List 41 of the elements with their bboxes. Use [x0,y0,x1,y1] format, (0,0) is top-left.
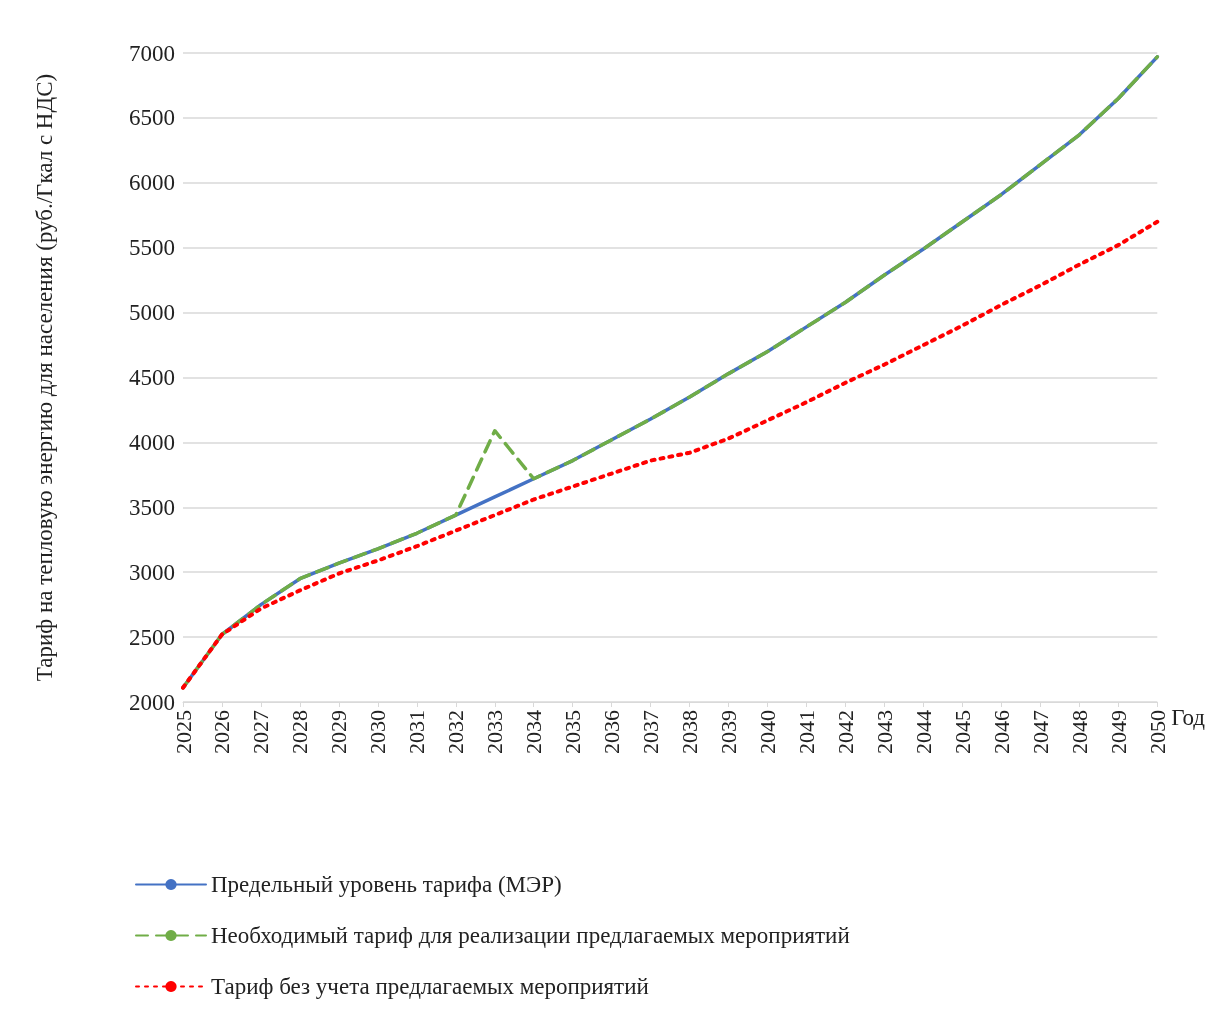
y-tick-label: 4500 [129,365,175,390]
x-tick-label: 2044 [910,710,936,754]
x-tick-label: 2037 [638,710,664,754]
x-tick-label: 2026 [209,710,235,754]
y-axis-title: Тариф на тепловую энергию для населения (руб./Гкал с НДС) [31,73,57,682]
x-tick-label: 2043 [871,710,897,754]
x-tick-label: 2027 [248,710,274,754]
y-tick-label: 4000 [129,429,175,455]
x-tick-label: 2039 [716,710,742,754]
x-tick-label: 2032 [443,710,469,754]
legend-label: Необходимый тариф для реализации предлагаемых мероприятий [211,923,850,948]
x-tick-label: 2048 [1066,710,1092,754]
x-tick-label: 2029 [326,710,352,754]
x-tick-label: 2041 [794,710,820,754]
x-tick-label: 2035 [560,710,586,754]
x-tick-label: 2033 [482,710,508,754]
x-axis-title: Год [1171,704,1206,730]
x-tick-label: 2034 [521,710,547,754]
y-tick-label: 5500 [129,235,175,261]
x-tick-label: 2047 [1027,710,1053,754]
legend-label: Предельный уровень тарифа (МЭР) [211,872,562,897]
x-tick-label: 2049 [1105,710,1131,754]
line-series [181,219,1160,690]
x-tick-label: 2030 [365,710,391,754]
x-tick-label: 2040 [755,710,781,754]
legend-label: Тариф без учета предлагаемых мероприятий [211,974,649,999]
x-tick-label: 2031 [404,710,430,754]
y-tick-label: 6000 [129,170,175,196]
x-tick-label: 2036 [599,710,625,754]
x-tick-label: 2050 [1144,710,1170,754]
y-tick-label: 2500 [129,624,175,650]
x-tick-label: 2042 [833,710,859,754]
y-tick-label: 3000 [129,559,175,585]
x-tick-label: 2028 [287,710,313,754]
y-tick-label: 7000 [129,40,175,66]
y-tick-label: 3500 [129,494,175,520]
y-tick-label: 6500 [129,105,175,131]
x-tick-label: 2045 [949,710,975,754]
x-tick-label: 2046 [988,710,1014,754]
y-tick-label: 5000 [129,300,175,326]
x-tick-label: 2038 [677,710,703,754]
